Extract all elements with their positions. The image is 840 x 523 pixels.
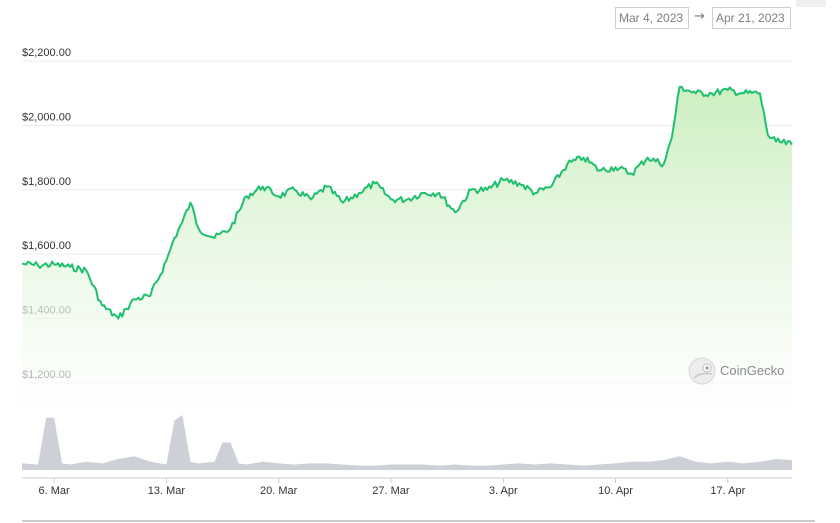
y-tick-label: $2,000.00 bbox=[22, 111, 71, 123]
x-tick-label: 3. Apr bbox=[489, 485, 518, 497]
price-area bbox=[22, 86, 792, 416]
y-tick-label: $1,800.00 bbox=[22, 176, 71, 188]
gecko-logo-icon bbox=[688, 357, 716, 385]
coingecko-watermark: CoinGecko bbox=[688, 357, 784, 385]
x-tick-label: 20. Mar bbox=[260, 485, 298, 497]
range-start-input[interactable]: Mar 4, 2023 bbox=[615, 7, 689, 29]
range-arrow-icon: → bbox=[694, 9, 705, 24]
y-tick-label: $1,600.00 bbox=[22, 240, 71, 252]
x-tick-label: 27. Mar bbox=[372, 485, 410, 497]
price-series bbox=[21, 85, 793, 320]
x-tick-label: 13. Mar bbox=[148, 485, 186, 497]
volume-bars bbox=[22, 415, 792, 470]
x-tick-label: 10. Apr bbox=[598, 485, 633, 497]
y-tick-label: $2,200.00 bbox=[22, 47, 71, 59]
price-area-fill bbox=[22, 86, 792, 416]
corner-control[interactable] bbox=[796, 0, 826, 7]
volume-series bbox=[22, 415, 792, 470]
x-tick-label: 17. Apr bbox=[710, 485, 745, 497]
x-axis: 6. Mar 13. Mar 20. Mar 27. Mar 3. Apr 10. Apr… bbox=[22, 477, 815, 522]
watermark-text: CoinGecko bbox=[720, 363, 784, 378]
range-end-input[interactable]: Apr 21, 2023 bbox=[712, 7, 791, 29]
price-line bbox=[21, 85, 793, 320]
x-tick-label: 6. Mar bbox=[38, 485, 70, 497]
